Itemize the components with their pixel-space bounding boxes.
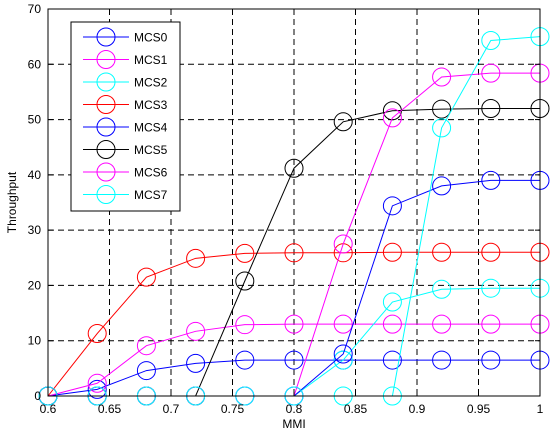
data-point — [432, 67, 452, 87]
data-point — [235, 315, 255, 335]
data-point — [333, 344, 353, 364]
data-point — [136, 267, 156, 287]
data-point — [382, 108, 402, 128]
data-point — [284, 158, 304, 178]
data-point — [432, 118, 452, 138]
legend-label: MCS5 — [134, 143, 168, 157]
data-point — [481, 350, 501, 370]
data-point — [333, 112, 353, 132]
y-axis-label: Throughput — [5, 171, 19, 233]
data-point — [87, 373, 107, 393]
series-line — [47, 359, 540, 397]
legend: MCS0 MCS1 MCS2 MCS3 MCS4 MCS5 MCS6 MCS7 — [70, 21, 181, 212]
legend-marker — [96, 185, 116, 204]
y-tick-label: 30 — [28, 223, 42, 237]
legend-marker — [96, 162, 116, 182]
data-point — [432, 242, 452, 262]
legend-label: MCS1 — [134, 53, 168, 67]
data-point — [382, 314, 402, 334]
x-tick-label: 0.95 — [467, 402, 491, 416]
x-axis-label: MMI — [282, 417, 305, 431]
legend-entry: MCS3 — [83, 95, 168, 114]
y-tick-label: 0 — [34, 389, 41, 403]
legend-marker — [96, 27, 116, 47]
data-point — [87, 324, 107, 344]
legend-label: MCS0 — [134, 31, 168, 45]
data-point — [481, 99, 501, 119]
x-tick-label: 0.9 — [409, 402, 426, 416]
data-point — [186, 248, 206, 268]
legend-label: MCS4 — [134, 121, 168, 135]
x-tick-label: 0.7 — [163, 402, 180, 416]
data-point — [284, 243, 304, 263]
data-point — [481, 242, 501, 262]
legend-marker — [96, 50, 116, 69]
data-point — [481, 63, 501, 83]
data-point — [432, 176, 452, 196]
data-point — [481, 278, 501, 298]
data-point — [382, 242, 402, 262]
legend-entry: MCS0 — [83, 27, 168, 47]
data-point — [481, 31, 501, 51]
series-line — [47, 251, 540, 397]
legend-label: MCS7 — [134, 188, 168, 202]
legend-label: MCS2 — [134, 76, 168, 90]
data-point — [481, 170, 501, 190]
data-point — [432, 279, 452, 299]
data-point — [284, 350, 304, 370]
data-point — [333, 350, 353, 370]
data-point — [235, 271, 255, 291]
data-point — [235, 243, 255, 263]
data-point — [333, 314, 353, 334]
legend-entry: MCS5 — [83, 140, 168, 159]
y-tick-label: 50 — [28, 113, 42, 127]
data-point — [382, 292, 402, 312]
data-point — [186, 353, 206, 373]
y-tick-label: 10 — [28, 334, 42, 348]
y-tick-label: 70 — [28, 2, 42, 16]
axis-ticks: 0.6 0.65 0.7 0.75 0.8 0.85 0.9 0.95 101020304050… — [28, 2, 544, 416]
legend-marker — [96, 117, 116, 137]
x-tick-label: 0.6 — [40, 402, 57, 416]
data-point — [136, 336, 156, 356]
data-point — [136, 361, 156, 381]
y-tick-label: 60 — [28, 57, 42, 71]
x-tick-label: 1 — [537, 402, 544, 416]
legend-marker — [96, 95, 116, 114]
legend-label: MCS6 — [134, 166, 168, 180]
data-point — [333, 234, 353, 254]
legend-entry: MCS1 — [83, 50, 168, 69]
legend-entry: MCS7 — [83, 185, 168, 204]
data-point — [235, 350, 255, 370]
y-tick-label: 20 — [28, 278, 42, 292]
legend-label: MCS3 — [134, 98, 168, 112]
legend-entry: MCS2 — [83, 72, 168, 92]
x-tick-label: 0.85 — [344, 402, 368, 416]
data-point — [382, 350, 402, 370]
x-tick-label: 0.65 — [98, 402, 122, 416]
data-point — [481, 314, 501, 334]
data-point — [284, 314, 304, 334]
data-point — [432, 314, 452, 334]
x-tick-label: 0.75 — [221, 402, 245, 416]
data-point — [186, 321, 206, 341]
legend-marker — [96, 140, 116, 159]
data-point — [432, 350, 452, 370]
legend-box — [70, 21, 181, 212]
legend-entry: MCS6 — [83, 162, 168, 182]
legend-marker — [96, 72, 116, 92]
data-point — [432, 99, 452, 119]
series-line — [47, 323, 540, 397]
x-tick-label: 0.8 — [286, 402, 303, 416]
data-point — [87, 379, 107, 399]
legend-entry: MCS4 — [83, 117, 168, 137]
data-point — [382, 196, 402, 216]
y-tick-label: 40 — [28, 168, 42, 182]
